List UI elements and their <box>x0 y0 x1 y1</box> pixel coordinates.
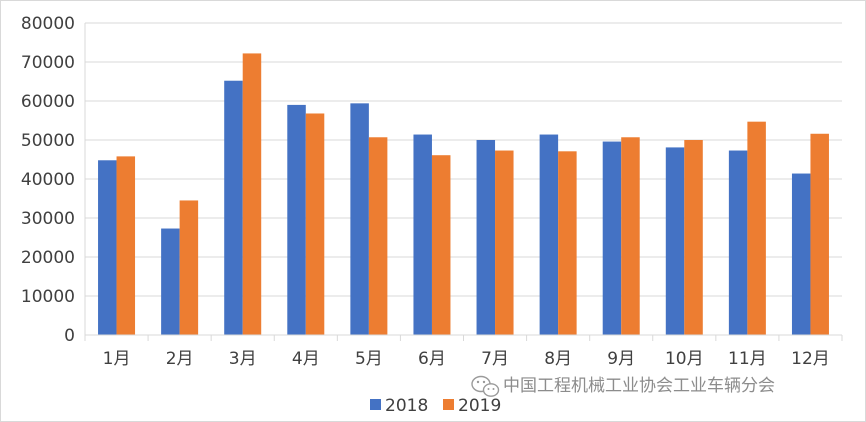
legend-label-2019: 2019 <box>458 396 501 416</box>
gridlines <box>85 22 842 297</box>
x-tick-label: 10月 <box>665 349 704 369</box>
wechat-icon <box>471 375 500 397</box>
bar-2018-8 <box>539 134 559 335</box>
x-tick-label: 8月 <box>544 349 572 369</box>
bar-2019-8 <box>558 151 577 335</box>
x-tick-label: 1月 <box>103 349 131 369</box>
y-tick-label: 10000 <box>21 287 75 307</box>
x-tick-label: 3月 <box>229 349 257 369</box>
y-tick-label: 70000 <box>21 53 75 73</box>
x-tick-label: 12月 <box>791 349 830 369</box>
watermark-text: 中国工程机械工业协会工业车辆分会 <box>503 376 775 396</box>
bar-2019-6 <box>431 155 451 335</box>
bar-2019-4 <box>305 113 325 335</box>
x-tick-label: 7月 <box>481 349 509 369</box>
bar-2019-9 <box>621 137 640 335</box>
bar-2019-5 <box>368 137 388 335</box>
bar-2019-7 <box>495 150 514 335</box>
x-tick-label: 4月 <box>292 349 320 369</box>
bars <box>98 53 829 336</box>
y-tick-label: 20000 <box>21 248 75 268</box>
bar-2018-1 <box>98 160 117 335</box>
bar-2018-12 <box>791 173 811 335</box>
x-tick-label: 11月 <box>728 349 767 369</box>
x-tick-label: 6月 <box>418 349 446 369</box>
bar-2019-1 <box>116 156 136 335</box>
bar-2018-9 <box>602 141 622 335</box>
bar-2018-10 <box>665 147 685 335</box>
y-tick-label: 60000 <box>21 92 75 112</box>
legend-label-2018: 2018 <box>385 396 428 416</box>
watermark: 中国工程机械工业协会工业车辆分会 <box>471 375 775 397</box>
axes: 0 10000 20000 30000 40000 50000 60000 70000 8000… <box>21 14 843 369</box>
legend: 2018 2019 <box>370 396 501 416</box>
bar-2018-2 <box>161 228 180 335</box>
x-tick-label: 5月 <box>355 349 383 369</box>
y-tick-label: 30000 <box>21 209 75 229</box>
bar-2018-11 <box>728 150 748 335</box>
bar-2019-2 <box>179 200 199 335</box>
bar-2019-12 <box>810 133 829 335</box>
y-tick-label: 80000 <box>21 14 75 34</box>
bar-2018-3 <box>224 80 243 335</box>
y-tick-label: 50000 <box>21 131 75 151</box>
bar-2019-3 <box>242 53 262 336</box>
y-tick-label: 0 <box>64 326 75 346</box>
x-tick-label: 9月 <box>607 349 635 369</box>
bar-2018-4 <box>287 104 306 336</box>
bar-2018-6 <box>413 134 432 335</box>
x-tick-label: 2月 <box>166 349 194 369</box>
bar-2019-11 <box>747 121 766 335</box>
legend-swatch-2019 <box>443 399 454 410</box>
y-tick-label: 40000 <box>21 170 75 190</box>
bar-2018-7 <box>476 140 496 335</box>
legend-swatch-2018 <box>370 399 381 410</box>
bar-2019-10 <box>684 140 703 335</box>
bar-2018-5 <box>350 103 369 335</box>
